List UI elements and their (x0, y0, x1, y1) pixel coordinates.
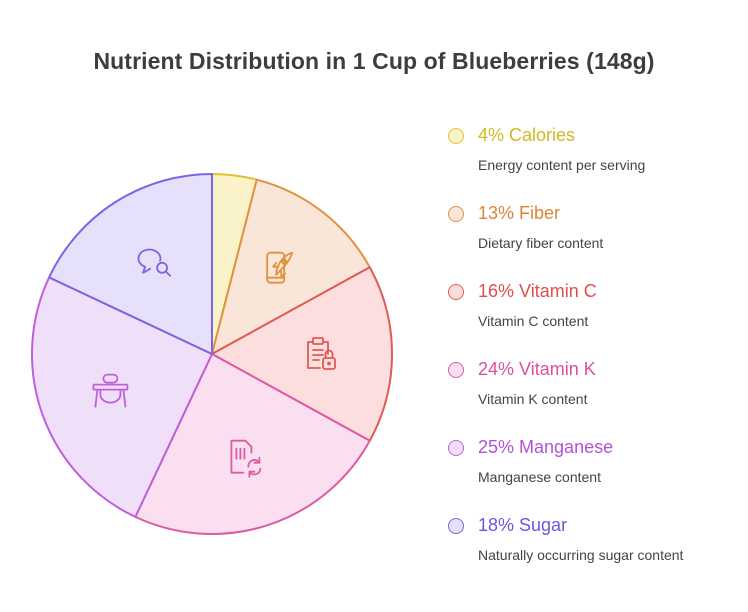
legend-swatch (448, 128, 464, 144)
search-chat-icon (137, 248, 172, 277)
legend-swatch (448, 440, 464, 456)
legend-label: 25% Manganese (478, 437, 614, 457)
pie-slice-2 (211, 266, 393, 442)
pie-slice-3 (134, 353, 371, 535)
phone-rocket-icon (266, 251, 294, 284)
legend-label: 4% Calories (478, 125, 576, 145)
legend-description: Vitamin C content (478, 313, 589, 329)
legend-description: Vitamin K content (478, 391, 588, 407)
legend-label: 24% Vitamin K (478, 359, 596, 379)
legend-label: 16% Vitamin C (478, 281, 597, 301)
legend-description: Energy content per serving (478, 157, 646, 173)
sim-card-refresh-icon (230, 439, 262, 478)
pie-slice-4 (31, 276, 213, 518)
pie-slice-5 (48, 173, 213, 355)
legend-swatch (448, 284, 464, 300)
legend-description: Naturally occurring sugar content (478, 547, 684, 563)
legend-swatch (448, 362, 464, 378)
legend-description: Dietary fiber content (478, 235, 604, 251)
legend-swatch (448, 206, 464, 222)
legend-swatch (448, 518, 464, 534)
chart-title: Nutrient Distribution in 1 Cup of Bluebe… (93, 48, 655, 74)
clipboard-lock-icon (307, 337, 336, 370)
legend-label: 13% Fiber (478, 203, 561, 223)
high-chair-icon (92, 373, 129, 408)
legend-label: 18% Sugar (478, 515, 568, 535)
pie-slice-1 (211, 178, 371, 355)
legend-description: Manganese content (478, 469, 601, 485)
